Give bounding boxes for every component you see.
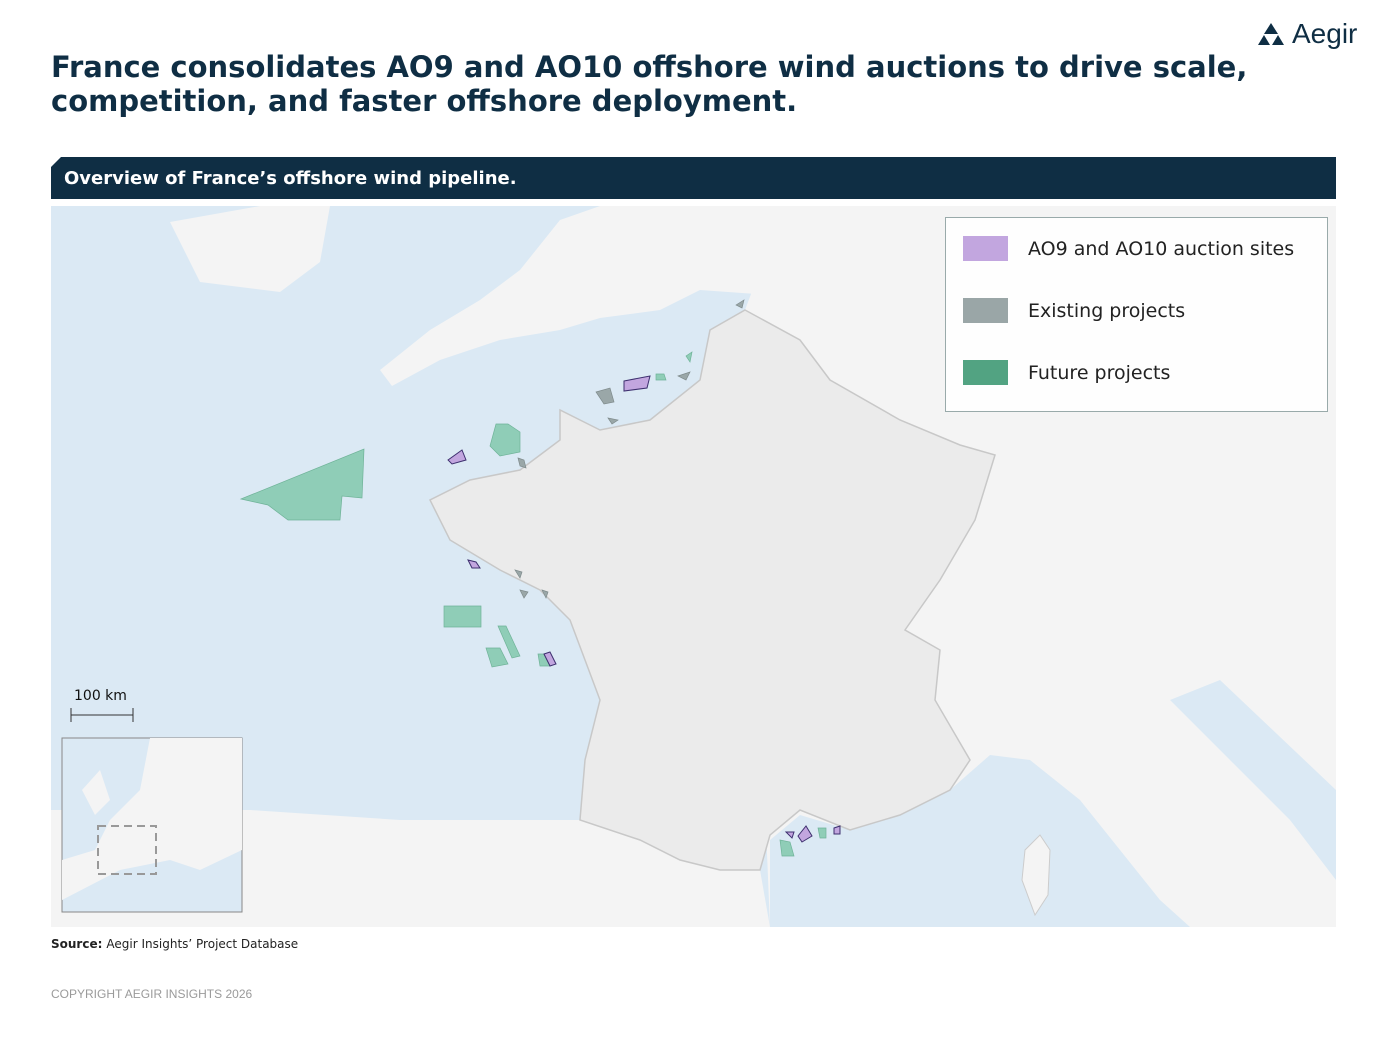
legend-swatch [963, 236, 1008, 261]
logo-text: Aegir [1292, 18, 1358, 49]
source: Source: Aegir Insights’ Project Database [51, 937, 298, 951]
legend-label: AO9 and AO10 auction sites [1028, 237, 1295, 260]
source-text: Aegir Insights’ Project Database [106, 937, 299, 951]
legend-item: AO9 and AO10 auction sites [963, 236, 1294, 261]
legend: AO9 and AO10 auction sites Existing proj… [945, 217, 1328, 412]
legend-swatch [963, 360, 1008, 385]
logo-icon [1258, 23, 1284, 45]
source-label: Source: [51, 937, 103, 951]
panel-header: Overview of France’s offshore wind pipel… [51, 157, 1336, 199]
title-line: competition, and faster offshore deploym… [51, 84, 798, 118]
title-line: France consolidates AO9 and AO10 offshor… [51, 50, 1248, 84]
legend-label: Existing projects [1028, 299, 1186, 322]
legend-item: Existing projects [963, 298, 1185, 323]
legend-item: Future projects [963, 360, 1170, 385]
copyright: COPYRIGHT AEGIR INSIGHTS 2026 [51, 987, 253, 1001]
panel-title: Overview of France’s offshore wind pipel… [64, 168, 517, 189]
legend-label: Future projects [1028, 361, 1171, 384]
legend-swatch [963, 298, 1008, 323]
title: France consolidates AO9 and AO10 offshor… [51, 50, 1247, 118]
scale-label: 100 km [74, 688, 127, 704]
logo: Aegir [1258, 18, 1357, 50]
